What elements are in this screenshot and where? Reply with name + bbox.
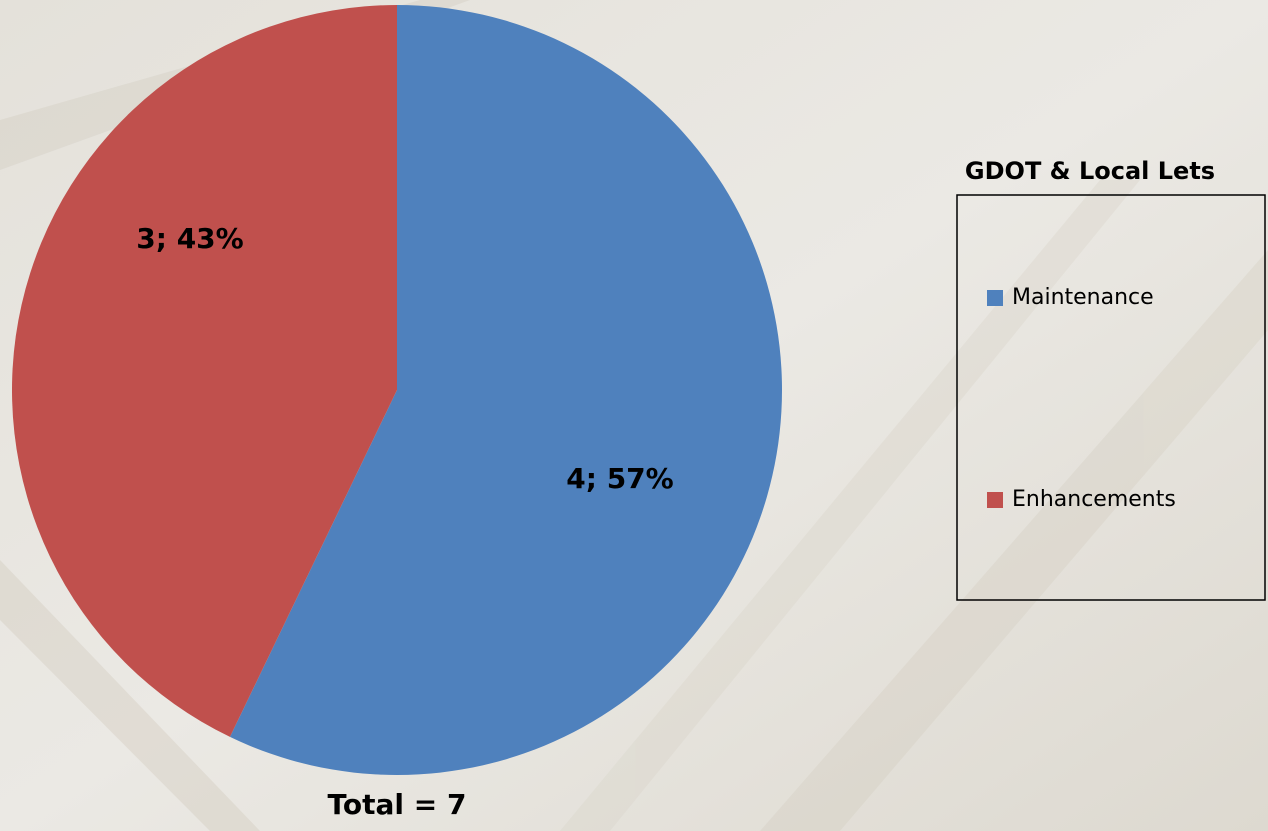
data-label: 3; 43% <box>136 222 243 255</box>
page: GDOT & Local Lets Total = 7 4; 57% Mainte… <box>0 0 1268 831</box>
total-annotation: Total = 7 <box>328 788 467 821</box>
legend-swatch <box>987 492 1003 508</box>
legend-label: Maintenance <box>1012 285 1154 310</box>
data-label: 4; 57% <box>566 462 673 495</box>
legend-swatch <box>987 290 1003 306</box>
chart: GDOT & Local Lets Total = 7 4; 57% Mainte… <box>0 0 1268 831</box>
pie <box>12 5 782 775</box>
legend-label: Enhancements <box>1012 487 1176 512</box>
legend-title: GDOT & Local Lets <box>965 157 1215 185</box>
